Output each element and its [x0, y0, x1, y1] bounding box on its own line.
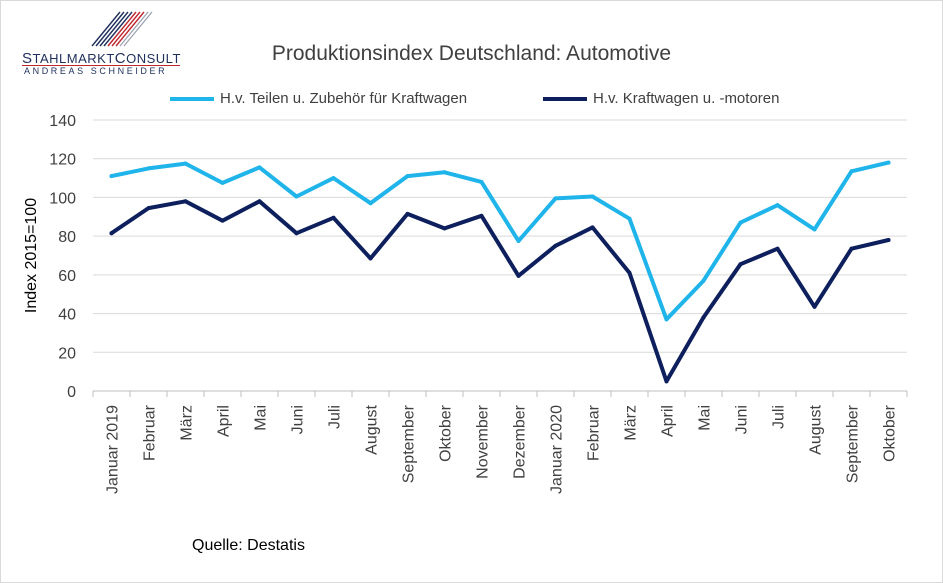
- company-logo: STAHLMARKTCONSULT ANDREAS SCHNEIDER: [22, 8, 182, 76]
- series-2-point: [812, 304, 817, 309]
- legend-item-series-2: H.v. Kraftwagen u. -motoren: [543, 90, 779, 107]
- y-tick-label: 60: [58, 268, 76, 285]
- series-1-point: [109, 174, 114, 179]
- chart-title: Produktionsindex Deutschland: Automotive: [271, 42, 672, 65]
- legend-swatch-series-2: [543, 96, 587, 101]
- series-2-point: [109, 231, 114, 236]
- x-tick-label: Juli: [771, 405, 788, 429]
- y-tick-label: 40: [58, 307, 76, 324]
- series-1-point: [220, 180, 225, 185]
- series-2-point: [220, 218, 225, 223]
- x-tick-label: April: [660, 405, 677, 437]
- x-tick-label: Dezember: [512, 404, 529, 478]
- series-2-point: [405, 211, 410, 216]
- series-2-point: [738, 262, 743, 267]
- x-tick-label: März: [623, 405, 640, 441]
- x-tick-label: Mai: [253, 405, 270, 431]
- x-tick-label: Januar 2020: [549, 405, 566, 494]
- series-1-point: [405, 174, 410, 179]
- x-tick-label: Februar: [586, 404, 603, 461]
- series-2-point: [627, 270, 632, 275]
- series-1-point: [146, 166, 151, 171]
- series-1-point: [331, 176, 336, 181]
- series-1-point: [553, 196, 558, 201]
- series-line-1: [109, 160, 891, 322]
- series-1-point: [442, 170, 447, 175]
- series-2-point: [701, 315, 706, 320]
- x-tick-label: Mai: [697, 405, 714, 431]
- x-tick-label: Januar 2019: [105, 405, 122, 494]
- x-tick-label: September: [845, 404, 862, 483]
- series-1-point: [257, 165, 262, 170]
- series-2-point: [331, 215, 336, 220]
- series-2-point: [849, 246, 854, 251]
- series-2-point: [664, 379, 669, 384]
- y-tick-label: 120: [49, 152, 76, 169]
- series-1-point: [849, 169, 854, 174]
- series-1-point: [294, 194, 299, 199]
- series-line-2: [109, 199, 891, 384]
- y-tick-label: 100: [49, 190, 76, 207]
- x-tick-label: März: [179, 405, 196, 441]
- series-1-point: [738, 220, 743, 225]
- logo-subtitle: ANDREAS SCHNEIDER: [24, 66, 168, 76]
- y-tick-label: 0: [67, 384, 76, 401]
- series-1-point: [701, 278, 706, 283]
- series-2-point: [775, 246, 780, 251]
- legend-label-series-2: H.v. Kraftwagen u. -motoren: [593, 90, 780, 107]
- x-tick-label: August: [808, 404, 825, 454]
- x-tick-label: Juli: [327, 405, 344, 429]
- x-tick-label: Februar: [142, 404, 159, 461]
- x-tick-label: September: [401, 404, 418, 483]
- series-2-point: [479, 213, 484, 218]
- logo-mark-icon: [91, 11, 153, 47]
- series-1-point: [812, 227, 817, 232]
- x-tick-label: November: [475, 404, 492, 478]
- x-tick-label: April: [216, 405, 233, 437]
- legend-swatch-series-1: [170, 96, 214, 101]
- series-1-point: [368, 201, 373, 206]
- series-1-point: [516, 238, 521, 243]
- series-1-point: [479, 179, 484, 184]
- series-2-point: [257, 199, 262, 204]
- x-tick-label: August: [364, 404, 381, 454]
- series-2-point: [553, 243, 558, 248]
- y-tick-label: 80: [58, 229, 76, 246]
- y-tick-label: 20: [58, 345, 76, 362]
- x-tick-label: Oktober: [438, 404, 455, 462]
- x-tick-label: Juni: [290, 405, 307, 434]
- x-tick-label: Juni: [734, 405, 751, 434]
- series-2-point: [183, 199, 188, 204]
- series-1-point: [590, 194, 595, 199]
- series-2-point: [368, 256, 373, 261]
- series-2-point: [886, 238, 891, 243]
- y-axis-label: Index 2015=100: [23, 198, 40, 313]
- series-1-point: [183, 161, 188, 166]
- series-2-point: [516, 273, 521, 278]
- legend-label-series-1: H.v. Teilen u. Zubehör für Kraftwagen: [220, 90, 468, 107]
- y-tick-label: 140: [49, 113, 76, 130]
- series-2-point: [294, 231, 299, 236]
- series-1-point: [886, 160, 891, 165]
- chart-legend: H.v. Teilen u. Zubehör für Kraftwagen H.…: [0, 90, 943, 110]
- source-note: Quelle: Destatis: [192, 537, 305, 554]
- legend-item-series-1: H.v. Teilen u. Zubehör für Kraftwagen: [170, 90, 467, 107]
- series-1-point: [775, 203, 780, 208]
- series-2-point: [442, 226, 447, 231]
- logo-divider: [22, 65, 180, 66]
- series-1-point: [627, 216, 632, 221]
- series-2-point: [590, 225, 595, 230]
- series-2-point: [146, 206, 151, 211]
- x-tick-label: Oktober: [882, 404, 899, 462]
- logo-company-name: STAHLMARKTCONSULT: [22, 50, 181, 67]
- series-1-point: [664, 317, 669, 322]
